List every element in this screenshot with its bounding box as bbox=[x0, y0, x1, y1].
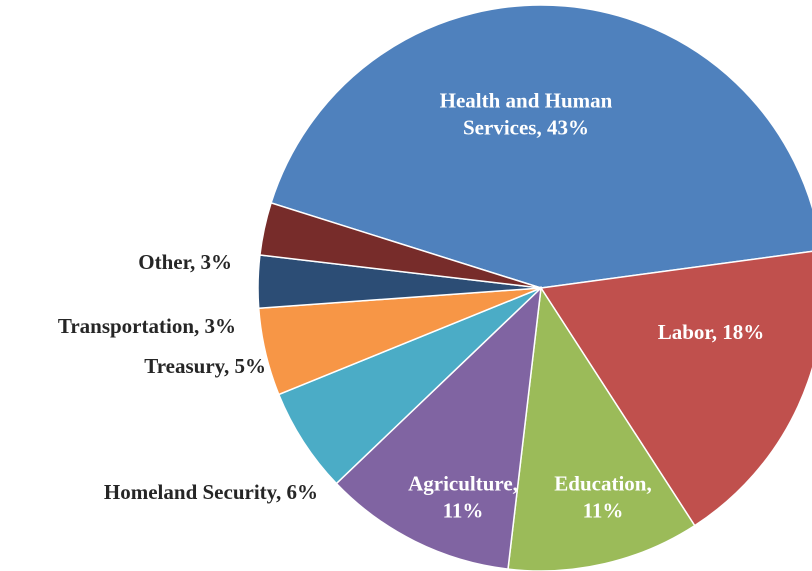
label-line: 11% bbox=[443, 499, 484, 523]
label-line: Education, bbox=[554, 472, 651, 496]
label-health-and-human-services: Health and Human Services, 43% bbox=[440, 89, 613, 140]
slice-labor bbox=[539, 250, 812, 527]
label-agriculture: Agriculture, 11% bbox=[408, 472, 518, 523]
pie-labels: Health and Human Services, 43% Labor, 18% E… bbox=[58, 89, 764, 523]
label-line: Treasury, 5% bbox=[144, 354, 266, 378]
label-line: Agriculture, bbox=[408, 472, 518, 496]
label-treasury: Treasury, 5% bbox=[144, 354, 266, 378]
label-transportation: Transportation, 3% bbox=[58, 314, 236, 338]
label-line: Homeland Security, 6% bbox=[104, 480, 318, 504]
slice-other bbox=[259, 201, 542, 289]
label-line: Services, 43% bbox=[463, 116, 589, 140]
pie-slices bbox=[257, 4, 812, 571]
label-line: Other, 3% bbox=[138, 250, 232, 274]
label-line: Health and Human bbox=[440, 89, 613, 113]
slice-health-and-human-services bbox=[270, 4, 812, 289]
label-other: Other, 3% bbox=[138, 250, 232, 274]
label-line: 11% bbox=[583, 499, 624, 523]
label-education: Education, 11% bbox=[554, 472, 651, 523]
label-line: Labor, 18% bbox=[658, 320, 765, 344]
slice-education bbox=[507, 285, 696, 571]
label-line: Transportation, 3% bbox=[58, 314, 236, 338]
label-labor: Labor, 18% bbox=[658, 320, 765, 344]
label-homeland-security: Homeland Security, 6% bbox=[104, 480, 318, 504]
slice-agriculture bbox=[335, 286, 542, 570]
